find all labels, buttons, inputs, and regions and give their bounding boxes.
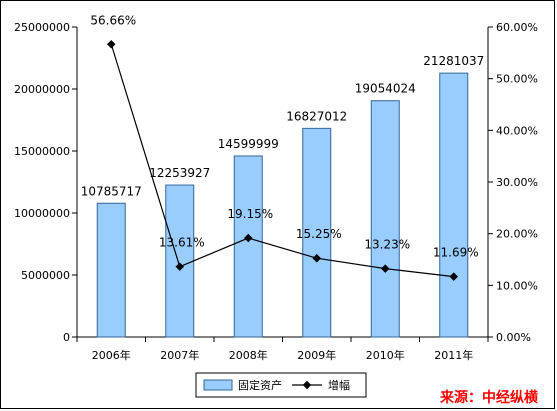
right-tick-label: 60.00% bbox=[496, 21, 538, 34]
legend-line-marker bbox=[302, 380, 312, 390]
line-data-label: 11.69% bbox=[433, 246, 479, 260]
line-series bbox=[107, 40, 458, 281]
bar-data-label: 14599999 bbox=[218, 137, 279, 151]
source-text: 来源：中经纵横 bbox=[439, 389, 539, 406]
left-y-axis: 0 5000000 10000000 15000000 20000000 25000000 bbox=[14, 21, 78, 344]
left-tick-label: 0 bbox=[63, 331, 70, 344]
bar bbox=[96, 202, 126, 338]
right-tick-label: 0.00% bbox=[496, 331, 531, 344]
bar-data-label: 12253927 bbox=[149, 166, 210, 180]
right-tick-label: 40.00% bbox=[496, 124, 538, 137]
line-data-label: 19.15% bbox=[227, 207, 273, 221]
line-data-label: 13.23% bbox=[364, 238, 410, 252]
x-tick-label: 2006年 bbox=[92, 348, 131, 362]
bar bbox=[439, 72, 469, 338]
bar bbox=[165, 184, 195, 338]
line-data-label: 15.25% bbox=[296, 227, 342, 241]
line-path bbox=[110, 44, 454, 278]
line-point bbox=[449, 272, 458, 281]
bar bbox=[370, 100, 400, 338]
legend-bar-swatch bbox=[203, 379, 233, 391]
line-point bbox=[107, 40, 116, 49]
right-tick-label: 50.00% bbox=[496, 73, 538, 86]
bar-data-label: 16827012 bbox=[286, 109, 347, 123]
line-point bbox=[381, 264, 390, 273]
bar bbox=[233, 155, 263, 338]
right-y-axis: 0.00% 10.00% 20.00% 30.00% 40.00% 50.00% 60.00… bbox=[487, 21, 538, 344]
left-tick-label: 5000000 bbox=[21, 269, 70, 282]
right-tick-label: 10.00% bbox=[496, 279, 538, 292]
legend-bar-label: 固定资产 bbox=[238, 378, 282, 392]
line-data-label: 13.61% bbox=[159, 236, 205, 250]
line-data-labels: 56.66% 13.61% 19.15% 15.25% 13.23% 11.69% bbox=[90, 13, 478, 259]
x-tick-label: 2011年 bbox=[434, 348, 473, 362]
bar bbox=[302, 127, 332, 338]
x-tick-label: 2009年 bbox=[297, 348, 336, 362]
x-tick-label: 2010年 bbox=[366, 348, 405, 362]
line-point bbox=[175, 262, 184, 271]
legend-line-label: 增幅 bbox=[328, 378, 350, 392]
left-tick-label: 10000000 bbox=[14, 207, 70, 220]
right-tick-label: 30.00% bbox=[496, 176, 538, 189]
right-tick-label: 20.00% bbox=[496, 228, 538, 241]
bar-data-label: 10785717 bbox=[81, 184, 142, 198]
x-axis: 2006年 2007年 2008年 2009年 2010年 2011年 bbox=[76, 336, 489, 362]
line-data-label: 56.66% bbox=[90, 13, 136, 27]
bar-series bbox=[96, 72, 469, 338]
legend: 固定资产 增幅 bbox=[195, 372, 367, 398]
left-tick-label: 25000000 bbox=[14, 21, 70, 34]
x-tick-label: 2007年 bbox=[160, 348, 199, 362]
bar-data-label: 21281037 bbox=[423, 54, 484, 68]
bar-data-labels: 10785717 12253927 14599999 16827012 19054024… bbox=[81, 54, 485, 198]
line-point bbox=[244, 233, 253, 243]
left-tick-label: 20000000 bbox=[14, 83, 70, 96]
left-tick-label: 15000000 bbox=[14, 145, 70, 158]
bar-data-label: 19054024 bbox=[355, 82, 416, 96]
x-tick-label: 2008年 bbox=[229, 348, 268, 362]
